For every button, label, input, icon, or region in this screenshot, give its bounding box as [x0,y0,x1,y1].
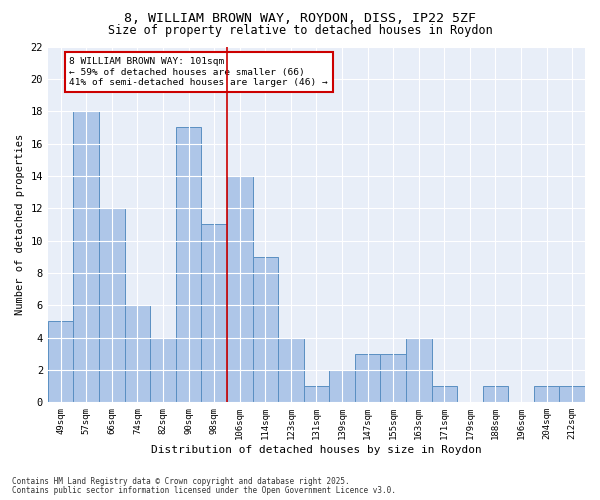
Bar [534,386,559,402]
Bar [482,386,508,402]
Bar [559,386,585,402]
Bar [380,354,406,403]
Bar [406,338,431,402]
Bar [227,176,253,402]
Text: 8 WILLIAM BROWN WAY: 101sqm
← 59% of detached houses are smaller (66)
41% of sem: 8 WILLIAM BROWN WAY: 101sqm ← 59% of det… [70,57,328,87]
Bar [176,128,202,402]
Text: Contains HM Land Registry data © Crown copyright and database right 2025.: Contains HM Land Registry data © Crown c… [12,477,350,486]
Text: Size of property relative to detached houses in Roydon: Size of property relative to detached ho… [107,24,493,37]
Bar [355,354,380,403]
Bar [278,338,304,402]
Bar [48,322,73,402]
Bar [202,224,227,402]
Bar [99,208,125,402]
Text: Contains public sector information licensed under the Open Government Licence v3: Contains public sector information licen… [12,486,396,495]
Bar [253,257,278,402]
Y-axis label: Number of detached properties: Number of detached properties [15,134,25,315]
Bar [431,386,457,402]
X-axis label: Distribution of detached houses by size in Roydon: Distribution of detached houses by size … [151,445,482,455]
Bar [73,111,99,403]
Bar [304,386,329,402]
Bar [150,338,176,402]
Text: 8, WILLIAM BROWN WAY, ROYDON, DISS, IP22 5ZF: 8, WILLIAM BROWN WAY, ROYDON, DISS, IP22… [124,12,476,26]
Bar [329,370,355,402]
Bar [125,306,150,402]
